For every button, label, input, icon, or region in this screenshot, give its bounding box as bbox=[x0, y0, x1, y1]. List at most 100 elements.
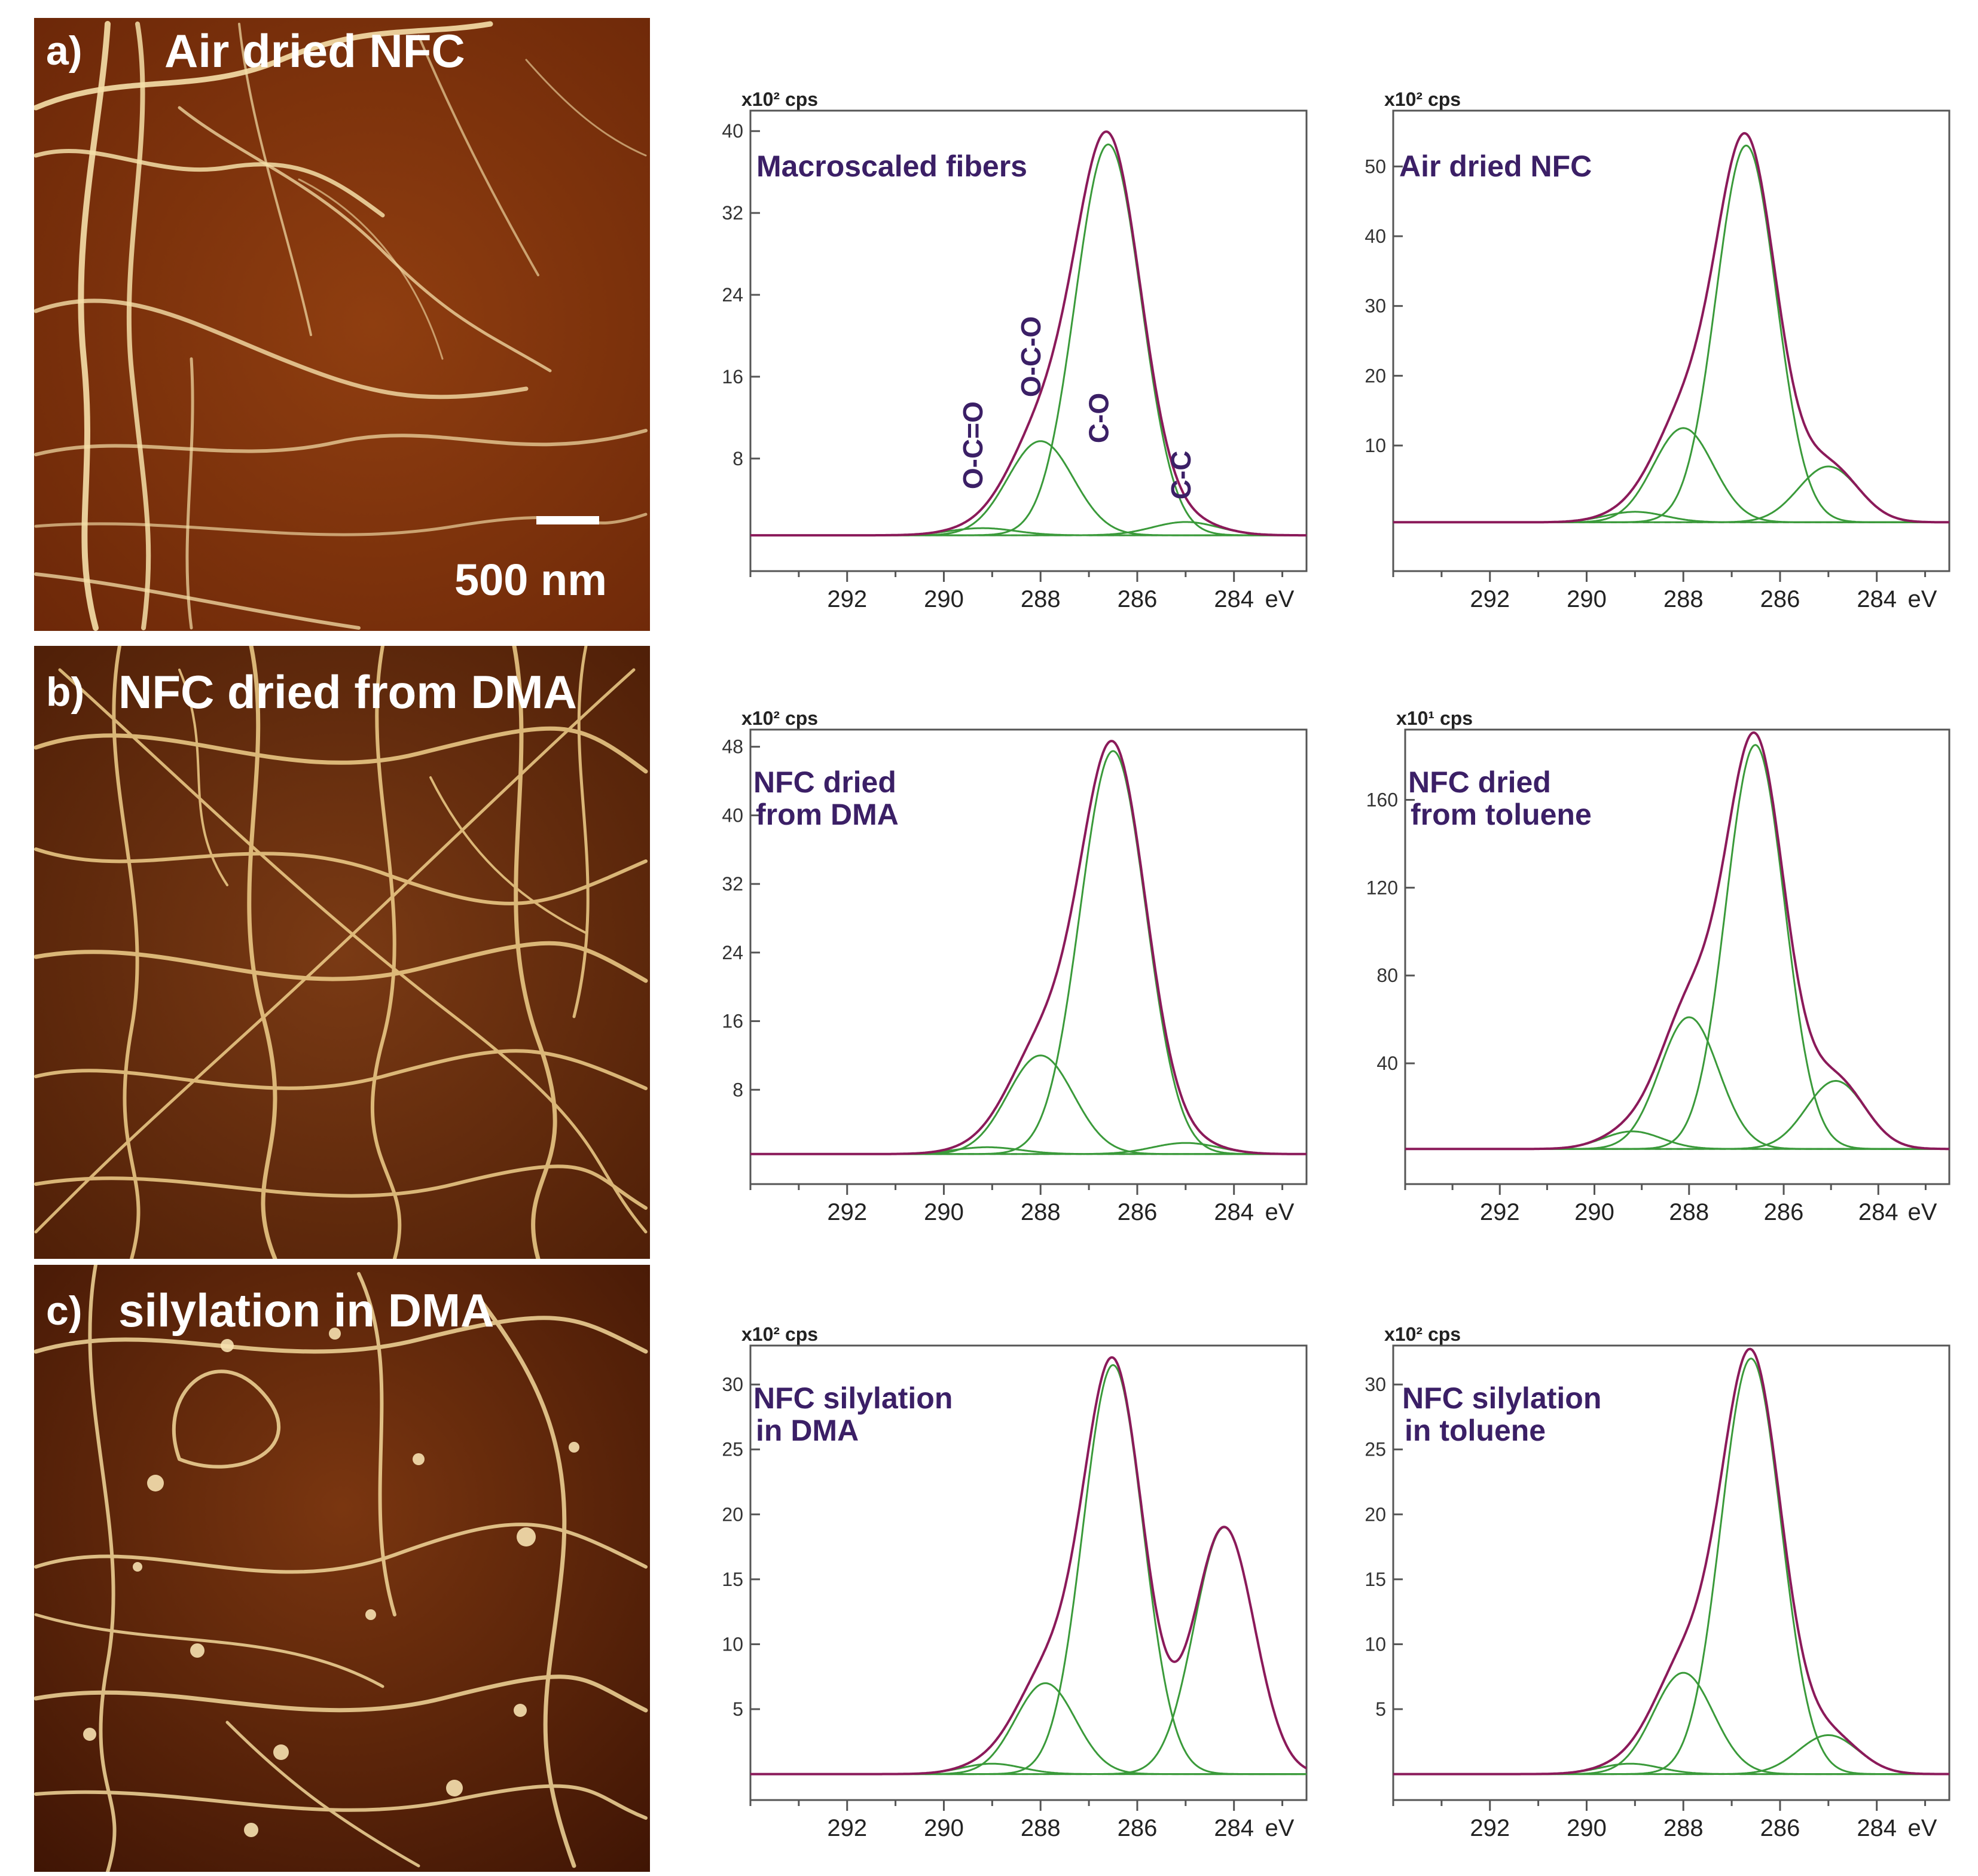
envelope-curve bbox=[1393, 1347, 1950, 1776]
x-tick-label: 290 bbox=[924, 1199, 964, 1225]
afm-particles-c bbox=[83, 1328, 579, 1837]
x-tick-label: 286 bbox=[1118, 586, 1158, 612]
xps-chart-3: x10² cps 8 16 24 32 40 48 284 286 288 290 292 eV NFC … bbox=[722, 707, 1308, 1225]
x-unit-label: eV bbox=[1908, 1815, 1937, 1841]
peak-annotation-label: O-C=O bbox=[957, 401, 988, 489]
x-tick-label: 292 bbox=[1480, 1199, 1520, 1225]
x-unit-label: eV bbox=[1265, 1815, 1295, 1841]
y-unit-label: x10² cps bbox=[1384, 89, 1461, 110]
afm-panel-title-b: NFC dried from DMA bbox=[118, 666, 577, 718]
y-tick-label: 10 bbox=[722, 1633, 743, 1655]
afm-panel-label-c: c) bbox=[46, 1288, 82, 1334]
x-tick-label: 288 bbox=[1021, 586, 1061, 612]
afm-panel-label-b: b) bbox=[46, 669, 84, 715]
y-tick-label: 30 bbox=[1365, 1374, 1386, 1395]
y-tick-label: 40 bbox=[1365, 225, 1386, 247]
y-tick-label: 32 bbox=[722, 202, 743, 224]
y-tick-label: 32 bbox=[722, 873, 743, 895]
y-tick-label: 40 bbox=[722, 804, 743, 826]
chart-title: NFC dried from DMA bbox=[753, 765, 899, 831]
xps-charts: x10² cps 8 16 24 32 40 284 286 288 290 292 eV Macros… bbox=[722, 89, 1950, 1841]
y-tick-label: 15 bbox=[722, 1569, 743, 1590]
x-tick-label: 288 bbox=[1669, 1199, 1709, 1225]
y-tick-label: 120 bbox=[1366, 877, 1398, 898]
y-tick-label: 30 bbox=[722, 1374, 743, 1395]
y-tick-label: 10 bbox=[1365, 1633, 1386, 1655]
plot-frame bbox=[1392, 1344, 1950, 1801]
x-tick-label: 290 bbox=[1567, 586, 1607, 612]
y-tick-label: 48 bbox=[722, 736, 743, 758]
xps-chart-2: x10² cps 10 20 30 40 50 284 286 288 290 292 eV Air d… bbox=[1365, 89, 1950, 612]
x-tick-label: 284 bbox=[1214, 1199, 1254, 1225]
y-tick-label: 5 bbox=[732, 1698, 743, 1720]
x-unit-label: eV bbox=[1908, 1199, 1937, 1225]
y-tick-label: 25 bbox=[722, 1439, 743, 1460]
envelope-curve bbox=[750, 1356, 1308, 1776]
y-tick-label: 8 bbox=[732, 448, 743, 469]
x-tick-label: 286 bbox=[1764, 1199, 1804, 1225]
y-tick-label: 30 bbox=[1365, 295, 1386, 317]
scale-bar bbox=[536, 516, 599, 524]
x-unit-label: eV bbox=[1908, 586, 1937, 612]
x-tick-label: 286 bbox=[1118, 1815, 1158, 1841]
x-tick-label: 292 bbox=[827, 1199, 867, 1225]
y-tick-label: 5 bbox=[1375, 1698, 1386, 1720]
plot-frame bbox=[749, 109, 1308, 572]
afm-image-a bbox=[34, 18, 650, 631]
envelope-curve bbox=[750, 740, 1307, 1155]
peak-annotation-label: C-O bbox=[1083, 393, 1114, 443]
xps-chart-6: x10² cps 5 10 15 20 25 30 284 286 288 290 292 eV NFC … bbox=[1365, 1323, 1950, 1841]
y-tick-label: 160 bbox=[1366, 789, 1398, 810]
chart-title: NFC silylation in toluene bbox=[1402, 1381, 1601, 1447]
y-unit-label: x10² cps bbox=[741, 707, 818, 729]
afm-panel-b: b) NFC dried from DMA bbox=[34, 646, 650, 1259]
afm-fibers-a bbox=[34, 21, 648, 631]
y-tick-label: 10 bbox=[1365, 435, 1386, 456]
x-tick-label: 290 bbox=[1574, 1199, 1614, 1225]
y-unit-label: x10¹ cps bbox=[1396, 707, 1473, 729]
y-tick-label: 16 bbox=[722, 1011, 743, 1032]
chart-title: Macroscaled fibers bbox=[756, 150, 1027, 183]
plot-frame bbox=[749, 1344, 1308, 1801]
y-unit-label: x10² cps bbox=[1384, 1323, 1461, 1345]
x-tick-label: 286 bbox=[1760, 586, 1800, 612]
y-unit-label: x10² cps bbox=[741, 89, 818, 110]
xps-chart-4: x10¹ cps 40 80 120 160 284 286 288 290 292 eV NFC d… bbox=[1366, 707, 1950, 1225]
y-tick-label: 40 bbox=[722, 120, 743, 142]
y-tick-label: 16 bbox=[722, 366, 743, 388]
x-tick-label: 286 bbox=[1118, 1199, 1158, 1225]
y-tick-label: 24 bbox=[722, 284, 743, 306]
x-tick-label: 292 bbox=[827, 1815, 867, 1841]
x-tick-label: 284 bbox=[1214, 586, 1254, 612]
plot-frame bbox=[1392, 109, 1950, 572]
y-tick-label: 20 bbox=[722, 1503, 743, 1525]
plot-frame bbox=[749, 728, 1308, 1185]
x-tick-label: 292 bbox=[827, 586, 867, 612]
x-unit-label: eV bbox=[1265, 586, 1295, 612]
peak-annotation-label: O-C-O bbox=[1015, 316, 1046, 397]
afm-panel-label-a: a) bbox=[46, 28, 82, 74]
envelope-curve bbox=[1393, 132, 1949, 524]
y-tick-label: 8 bbox=[732, 1079, 743, 1100]
y-tick-label: 80 bbox=[1376, 965, 1398, 986]
x-tick-label: 290 bbox=[924, 1815, 964, 1841]
x-tick-label: 284 bbox=[1857, 1815, 1897, 1841]
scale-bar-label: 500 nm bbox=[454, 555, 607, 605]
afm-panel-a: a) Air dried NFC 500 nm bbox=[34, 18, 650, 631]
x-tick-label: 288 bbox=[1021, 1815, 1061, 1841]
y-tick-label: 40 bbox=[1376, 1053, 1398, 1074]
afm-fibers-c bbox=[34, 1265, 648, 1872]
x-tick-label: 290 bbox=[924, 586, 964, 612]
x-tick-label: 292 bbox=[1470, 586, 1510, 612]
x-tick-label: 288 bbox=[1663, 586, 1704, 612]
afm-panel-c: c) silylation in DMA bbox=[34, 1265, 650, 1872]
y-tick-label: 24 bbox=[722, 942, 743, 963]
y-tick-label: 25 bbox=[1365, 1439, 1386, 1460]
x-tick-label: 284 bbox=[1858, 1199, 1898, 1225]
envelope-curve bbox=[750, 130, 1307, 537]
x-unit-label: eV bbox=[1265, 1199, 1295, 1225]
x-tick-label: 284 bbox=[1214, 1815, 1254, 1841]
y-tick-label: 20 bbox=[1365, 1503, 1386, 1525]
afm-fibers-b bbox=[34, 646, 648, 1259]
